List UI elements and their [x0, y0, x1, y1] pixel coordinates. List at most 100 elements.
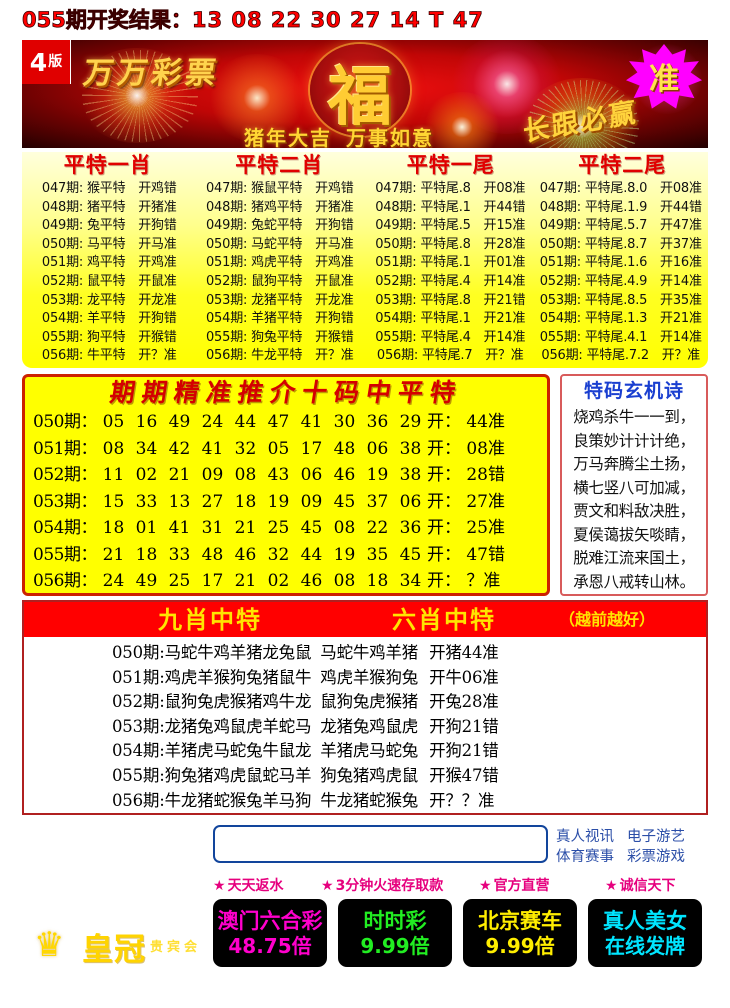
tencode-number: 35 — [366, 544, 389, 565]
pingte-column-erwei: 047期: 平特尾.8.0 开08准 048期: 平特尾.1.9 开44错 04… — [536, 180, 707, 366]
poem-line: 贾文和料敌决胜， — [573, 502, 695, 520]
logo-text: 皇冠 — [82, 932, 146, 968]
tencode-status: 准 — [488, 412, 505, 432]
tencode-number: 31 — [201, 518, 224, 538]
url-input[interactable] — [215, 827, 546, 861]
promo-button[interactable]: 真人美女 在线发牌 — [588, 899, 702, 967]
banner-subtitle-right: 万事如意 — [346, 126, 434, 148]
fu-medallion: 福 — [310, 44, 412, 140]
list-item: 051期: 平特尾.1.6 开16准 — [539, 255, 702, 271]
list-item: 054期: 羊平特 开狗错 — [41, 311, 177, 327]
list-item: 050期: 马平特 开马准 — [41, 236, 177, 252]
tencode-number: 48 — [333, 438, 356, 459]
tencode-number: 32 — [234, 438, 257, 459]
list-item: 049期: 兔平特 开狗错 — [41, 218, 177, 234]
table-row: 052期:鼠狗兔虎猴猪鸡牛龙 鼠狗兔虎猴猪 开兔28准 — [24, 690, 706, 715]
zodiac-period-label: 056期: — [112, 790, 165, 810]
feature-label: 诚信天下 — [619, 878, 676, 894]
promo-button[interactable]: 澳门六合彩 48.75倍 — [213, 899, 327, 967]
tencode-number: 16 — [135, 412, 158, 432]
tencode-number: 48 — [201, 544, 224, 565]
column-header-pingte-yixiao: 平特一肖 — [63, 152, 152, 177]
promo-title: 真人美女 — [603, 909, 687, 933]
poem-box: 特码玄机诗 烧鸡杀牛一一到， 良策妙计计计绝， 万马奔腾尘土扬， 横七竖八可加减… — [560, 374, 708, 596]
tencode-number: 24 — [201, 412, 224, 432]
zodiac-six-list: 牛龙猪蛇猴兔 — [320, 790, 419, 810]
zodiac-result: 开猪44准 — [429, 643, 499, 662]
tencode-number: 30 — [333, 412, 356, 432]
tencode-row: 055期： 21 18 33 48 46 32 44 19 35 45 开： 47错 — [25, 542, 547, 569]
tencode-open-label: 开： — [426, 491, 461, 512]
list-item: 054期: 平特尾.1.3 开21准 — [539, 311, 702, 327]
list-item: 056期: 牛平特 开？准 — [41, 348, 177, 364]
tencode-row: 050期： 05 16 49 24 44 47 41 30 36 29 开： 44准 — [25, 409, 547, 436]
table-row: 051期:鸡虎羊猴狗兔猪鼠牛 鸡虎羊猴狗兔 开牛06准 — [24, 666, 706, 691]
list-item: 050期: 马蛇平特 开马准 — [205, 236, 354, 252]
zodiac-result: 开？？准 — [429, 790, 495, 810]
list-item: 056期: 牛龙平特 开？准 — [205, 348, 354, 364]
tencode-number: 06 — [366, 438, 389, 459]
edition-suffix: 版 — [48, 54, 63, 70]
tencode-open-value: 27 — [460, 491, 488, 512]
tencode-number: 19 — [267, 491, 290, 512]
category-link-live[interactable]: 真人视讯 — [556, 829, 614, 845]
zodiac-header-bar: 九肖中特 六肖中特 （越前越好） — [24, 602, 706, 637]
tencode-number: 24 — [102, 571, 125, 591]
tencode-number: 18 — [102, 518, 125, 538]
tencode-row: 056期： 24 49 25 17 21 02 46 08 18 34 开： ？准 — [25, 568, 547, 593]
poem-line: 脱难江流来国土， — [573, 549, 695, 567]
tencode-number: 02 — [135, 465, 158, 485]
tencode-number: 43 — [267, 465, 290, 485]
list-item: 050期: 平特尾.8 开28准 — [375, 236, 526, 252]
star-icon: ★ — [479, 878, 492, 894]
tencode-number: 33 — [168, 544, 191, 565]
tencode-number: 49 — [135, 571, 158, 591]
tencode-number: 09 — [201, 465, 224, 485]
tencode-number: 44 — [234, 412, 257, 432]
tencode-number: 38 — [399, 438, 422, 459]
tencode-period-label: 054期： — [33, 518, 97, 538]
tencode-number: 25 — [168, 571, 191, 591]
poem-line: 良策妙计计计绝， — [573, 431, 695, 450]
url-input-box[interactable] — [213, 825, 548, 863]
list-item: 055期: 平特尾.4.1 开14准 — [539, 329, 702, 345]
poem-line: 烧鸡杀牛一一到， — [573, 408, 695, 426]
tencode-number: 02 — [267, 571, 290, 591]
category-link-sports[interactable]: 体育赛事 — [556, 849, 614, 865]
pingte-column-yixiao: 047期: 猴平特 开鸡错 048期: 猪平特 开猪准 049期: 兔平特 开狗… — [24, 180, 195, 366]
zodiac-result: 开牛06准 — [429, 667, 499, 687]
list-item: 047期: 猴鼠平特 开鸡错 — [205, 181, 354, 196]
zodiac-six-list: 马蛇牛鸡羊猪 — [320, 643, 419, 662]
tencode-period-label: 056期： — [33, 571, 97, 591]
list-item: 053期: 龙猪平特 开龙准 — [205, 292, 354, 308]
tencode-number: 47 — [267, 412, 290, 432]
promo-subtitle: 9.99倍 — [485, 934, 555, 958]
tencode-number: 15 — [102, 491, 125, 512]
tencode-number: 44 — [300, 544, 323, 565]
tencode-number: 46 — [333, 465, 356, 485]
tencode-row: 053期： 15 33 13 27 18 19 09 45 37 06 开： 27准 — [25, 489, 547, 516]
category-link-lottery[interactable]: 彩票游戏 — [627, 849, 685, 865]
tencode-number: 09 — [300, 491, 323, 512]
tencode-number: 19 — [333, 544, 356, 565]
tencode-number: 08 — [333, 571, 356, 591]
column-header-pingte-erwei: 平特二尾 — [578, 152, 667, 177]
tencode-open-value: 44 — [460, 412, 488, 432]
accuracy-badge-label: 准 — [649, 62, 679, 97]
tencode-rows: 050期： 05 16 49 24 44 47 41 30 36 29 开： 44准 051期： 08 34… — [25, 409, 547, 593]
promo-button[interactable]: 时时彩 9.99倍 — [338, 899, 452, 967]
tencode-number: 34 — [135, 438, 158, 459]
firework-rays-icon — [527, 80, 639, 148]
promo-button[interactable]: 北京赛车 9.99倍 — [463, 899, 577, 967]
category-link-slots[interactable]: 电子游艺 — [627, 829, 685, 845]
tencode-open-value: 25 — [460, 518, 488, 538]
tencode-number: 21 — [234, 518, 257, 538]
pingte-column-yiwei: 047期: 平特尾.8 开08准 048期: 平特尾.1 开44错 049期: … — [365, 180, 536, 366]
list-item: 053期: 平特尾.8 开21错 — [375, 292, 526, 308]
tencode-open-label: 开： — [426, 412, 461, 432]
promo-subtitle: 在线发牌 — [605, 934, 685, 958]
tencode-number: 37 — [366, 491, 389, 512]
tencode-period-label: 053期： — [33, 491, 97, 512]
zodiac-result: 开猴47错 — [429, 765, 499, 785]
